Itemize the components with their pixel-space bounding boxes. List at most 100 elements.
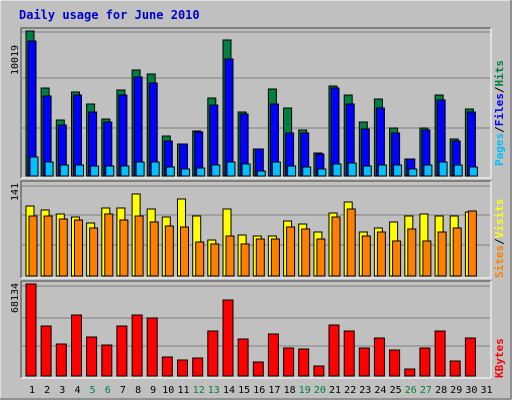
day-label-30: 30 — [465, 385, 477, 396]
bar-sites-day-7 — [119, 219, 129, 277]
day-label-31: 31 — [480, 385, 492, 396]
bar-sites-day-2 — [43, 215, 53, 277]
day-label-29: 29 — [450, 385, 462, 396]
day-label-12: 12 — [193, 385, 205, 396]
bar-files-day-1 — [27, 40, 37, 177]
bar-pages-day-29 — [453, 164, 463, 177]
day-label-2: 2 — [44, 385, 50, 396]
bar-pages-day-11 — [181, 168, 190, 177]
day-label-7: 7 — [120, 385, 126, 396]
legend-visits: Visits — [493, 199, 506, 239]
middle-legend: Sites/Visits — [493, 199, 506, 279]
bar-pages-day-21 — [332, 163, 342, 177]
bar-sites-day-21 — [331, 216, 341, 277]
bar-pages-day-6 — [105, 165, 115, 177]
bar-pages-day-7 — [120, 165, 130, 177]
bar-sites-day-12 — [195, 241, 205, 277]
bar-files-day-7 — [118, 94, 128, 177]
day-label-18: 18 — [284, 385, 296, 396]
bar-sites-day-13 — [210, 243, 220, 277]
day-label-11: 11 — [177, 385, 189, 396]
bar-kbytes-day-2 — [40, 325, 52, 377]
bar-kbytes-day-9 — [146, 317, 158, 377]
bar-sites-day-22 — [346, 208, 356, 277]
bar-kbytes-day-3 — [55, 343, 67, 377]
bar-kbytes-day-15 — [237, 338, 249, 377]
bar-pages-day-24 — [377, 164, 387, 177]
day-label-20: 20 — [314, 385, 326, 396]
bar-kbytes-day-25 — [389, 349, 401, 377]
bar-kbytes-day-5 — [86, 336, 98, 377]
day-label-9: 9 — [150, 385, 156, 396]
bar-kbytes-day-20 — [313, 365, 325, 377]
day-label-16: 16 — [253, 385, 265, 396]
bar-kbytes-day-24 — [373, 337, 385, 377]
bar-kbytes-day-12 — [192, 357, 204, 377]
bar-kbytes-day-1 — [25, 283, 37, 377]
bar-pages-day-25 — [393, 164, 403, 177]
bar-kbytes-day-16 — [252, 361, 264, 377]
day-label-27: 27 — [420, 385, 432, 396]
middle-max-label: 141 — [10, 183, 21, 201]
bar-kbytes-day-10 — [161, 356, 173, 377]
bar-pages-day-10 — [165, 166, 175, 177]
bar-pages-day-2 — [44, 161, 54, 177]
day-label-10: 10 — [162, 385, 174, 396]
bar-sites-day-24 — [376, 231, 386, 277]
bar-kbytes-day-14 — [222, 299, 234, 377]
day-label-28: 28 — [435, 385, 447, 396]
bar-pages-day-14 — [226, 161, 236, 177]
bar-files-day-4 — [73, 94, 82, 177]
bar-kbytes-day-22 — [343, 330, 355, 377]
bar-sites-day-18 — [286, 226, 296, 277]
bar-kbytes-day-18 — [283, 347, 295, 377]
day-label-3: 3 — [59, 385, 65, 396]
bar-kbytes-day-27 — [419, 347, 431, 377]
day-label-13: 13 — [208, 385, 220, 396]
x-axis-day-labels: 1 2 3 4 5 6 7 8 9 10 11 12 13 14 15 16 17 18 19 20 21 22 23 24 2… — [29, 385, 493, 396]
bar-kbytes-day-11 — [177, 359, 188, 377]
bottom-legend: KBytes — [493, 338, 506, 378]
bar-sites-day-9 — [149, 221, 159, 277]
day-label-21: 21 — [329, 385, 341, 396]
day-label-6: 6 — [105, 385, 111, 396]
bar-pages-day-1 — [29, 156, 39, 177]
bar-pages-day-5 — [90, 165, 100, 177]
bar-files-day-21 — [330, 87, 340, 177]
bar-pages-day-19 — [302, 166, 312, 177]
bar-pages-day-30 — [468, 166, 478, 177]
bar-kbytes-day-23 — [358, 347, 370, 377]
bar-kbytes-day-8 — [131, 314, 143, 377]
bar-pages-day-15 — [241, 163, 251, 177]
day-label-4: 4 — [74, 385, 80, 396]
svg-text:Pages/Files/Hits: Pages/Files/Hits — [493, 60, 506, 166]
svg-text:KBytes: KBytes — [493, 338, 506, 378]
bar-sites-day-5 — [89, 227, 99, 277]
bar-sites-day-27 — [422, 240, 432, 277]
top-max-label: 10019 — [10, 45, 21, 75]
bar-pages-day-26 — [408, 168, 418, 177]
bar-pages-day-20 — [317, 168, 327, 177]
bar-kbytes-day-17 — [267, 333, 279, 377]
bar-kbytes-day-4 — [71, 314, 82, 377]
bar-sites-day-23 — [361, 235, 371, 277]
bar-pages-day-17 — [271, 161, 281, 177]
bar-pages-day-4 — [75, 164, 84, 177]
bar-pages-day-9 — [150, 161, 160, 177]
day-label-1: 1 — [29, 385, 35, 396]
gridlines — [22, 31, 490, 347]
bar-pages-day-23 — [362, 165, 372, 177]
day-label-25: 25 — [390, 385, 402, 396]
bar-sites-day-29 — [452, 227, 462, 277]
bar-files-day-8 — [133, 76, 143, 177]
bar-pages-day-12 — [196, 167, 206, 177]
bar-sites-day-28 — [437, 231, 447, 277]
bar-pages-day-22 — [347, 162, 357, 177]
legend-kbytes: KBytes — [493, 338, 506, 378]
day-label-24: 24 — [374, 385, 386, 396]
bar-pages-day-18 — [287, 165, 297, 177]
bar-kbytes-day-19 — [298, 348, 310, 377]
bar-sites-day-15 — [240, 243, 250, 277]
bar-kbytes-day-13 — [207, 330, 219, 377]
